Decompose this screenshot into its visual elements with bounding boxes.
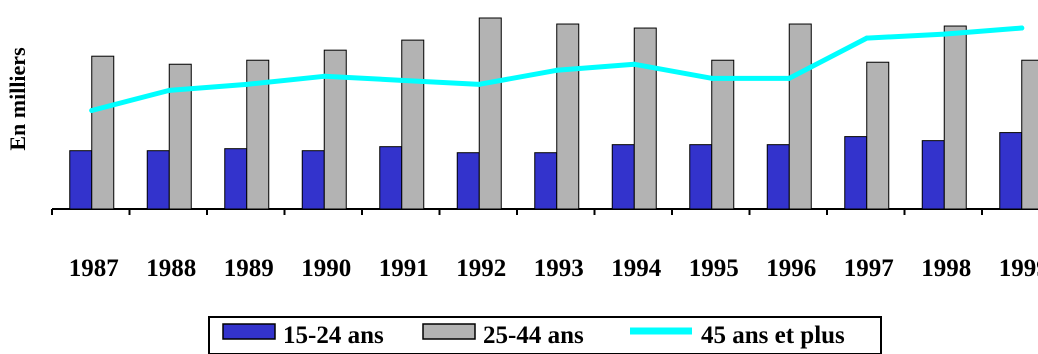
bar-15-24-1993 — [534, 152, 558, 210]
point-45-plus-1987 — [89, 107, 95, 113]
bar-25-44-1987 — [91, 55, 115, 210]
x-tick-label: 1997 — [844, 255, 894, 282]
bar-25-44-1992 — [478, 17, 502, 210]
point-45-plus-1990 — [321, 73, 327, 79]
x-tick-label: 1995 — [689, 255, 739, 282]
bar-15-24-1998 — [921, 140, 945, 210]
bars-group — [69, 17, 1038, 210]
bar-15-24-1989 — [224, 148, 248, 210]
x-tick-label: 1996 — [766, 255, 816, 282]
legend-label-15-24: 15-24 ans — [283, 322, 384, 349]
point-45-plus-1998 — [941, 31, 947, 37]
bar-15-24-1996 — [766, 144, 790, 210]
x-tick-label: 1987 — [69, 255, 119, 282]
x-ticks-group — [51, 209, 983, 215]
bar-25-44-1991 — [401, 39, 425, 210]
bar-15-24-1987 — [69, 150, 93, 210]
x-tick-label: 1989 — [224, 255, 274, 282]
bar-15-24-1994 — [611, 144, 635, 210]
bar-15-24-1997 — [844, 136, 868, 210]
legend-swatch-25-44 — [422, 323, 476, 340]
bar-25-44-1995 — [711, 59, 735, 210]
point-45-plus-1999 — [1019, 25, 1025, 31]
bar-25-44-1990 — [323, 49, 347, 210]
point-45-plus-1995 — [709, 75, 715, 81]
point-45-plus-1996 — [786, 75, 792, 81]
bar-15-24-1988 — [146, 150, 170, 210]
x-tick-labels-group: 1987 1988 1989 1990 1991 1992 1993 1994 1995 1996… — [69, 255, 1038, 282]
point-45-plus-1992 — [476, 81, 482, 87]
bar-25-44-1989 — [246, 59, 270, 210]
line-series-group — [89, 25, 1025, 113]
legend-label-45-plus: 45 ans et plus — [701, 322, 845, 349]
x-tick-label: 1988 — [146, 255, 196, 282]
bar-15-24-1990 — [301, 150, 325, 210]
legend-swatch-15-24 — [222, 323, 276, 340]
bar-15-24-1995 — [689, 144, 713, 210]
bar-25-44-1996 — [788, 23, 812, 210]
bar-15-24-1991 — [379, 146, 403, 210]
bar-15-24-1992 — [456, 152, 480, 210]
x-tick-label: 1994 — [611, 255, 662, 282]
legend-border — [208, 316, 882, 354]
legend: 15-24 ans 25-44 ans 45 ans et plus — [208, 316, 882, 354]
bar-25-44-1993 — [556, 23, 580, 210]
bar-25-44-1997 — [866, 61, 890, 210]
point-45-plus-1989 — [244, 81, 250, 87]
point-45-plus-1991 — [399, 77, 405, 83]
x-tick-label: 1999 — [999, 255, 1038, 282]
point-45-plus-1997 — [864, 35, 870, 41]
x-tick-label: 1998 — [921, 255, 971, 282]
bar-25-44-1988 — [168, 63, 192, 210]
bar-25-44-1999 — [1021, 59, 1038, 210]
legend-label-25-44: 25-44 ans — [483, 322, 584, 349]
bar-25-44-1994 — [633, 27, 657, 210]
point-45-plus-1988 — [166, 87, 172, 93]
x-tick-label: 1991 — [379, 255, 429, 282]
x-tick-label: 1992 — [456, 255, 506, 282]
bar-15-24-1999 — [999, 132, 1023, 210]
bar-25-44-1998 — [943, 25, 967, 210]
point-45-plus-1993 — [554, 67, 560, 73]
x-tick-label: 1990 — [301, 255, 351, 282]
point-45-plus-1994 — [631, 61, 637, 67]
y-axis-label: En milliers — [5, 47, 30, 151]
x-tick-label: 1993 — [534, 255, 584, 282]
